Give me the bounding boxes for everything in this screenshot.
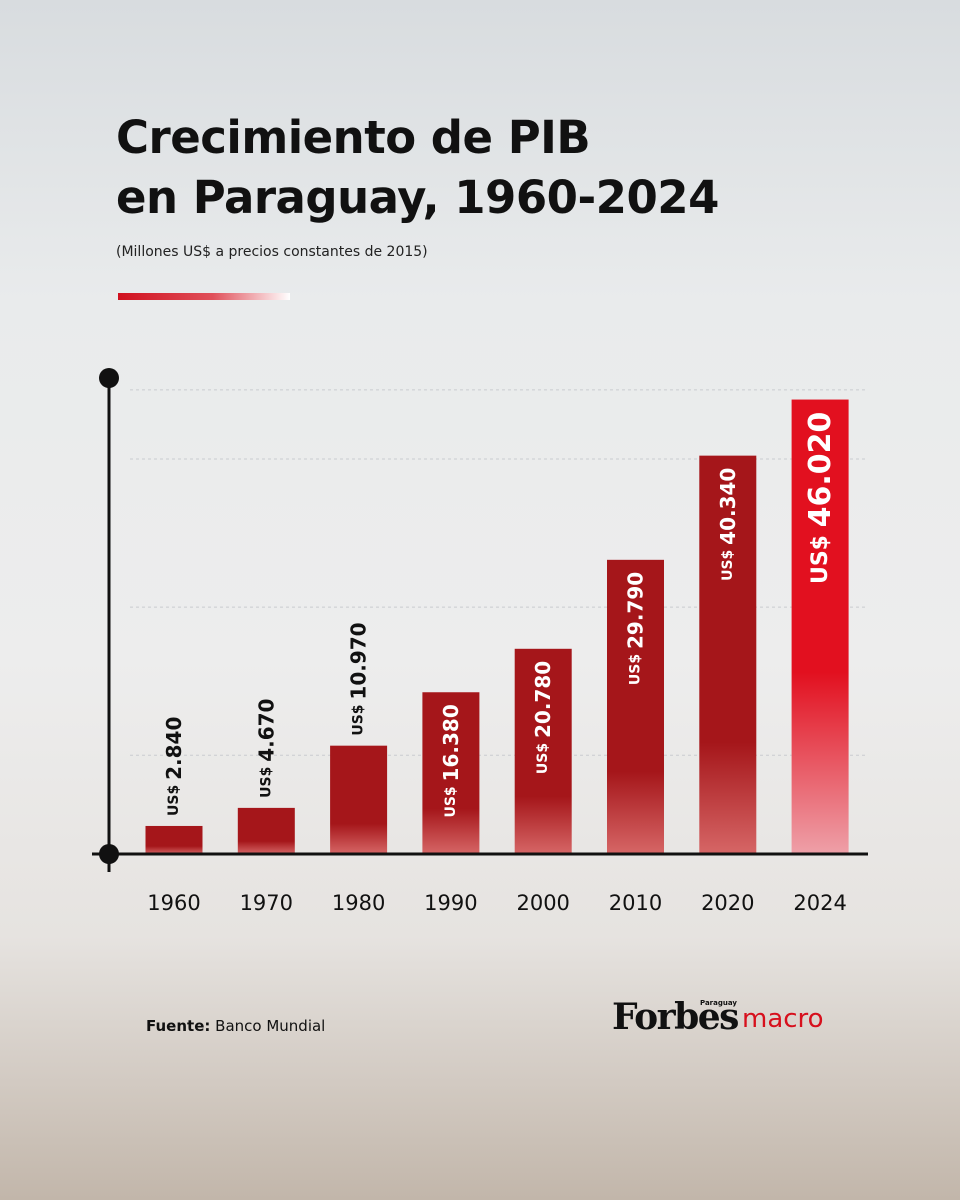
title-line-1: Crecimiento de PIB: [116, 111, 591, 164]
axis-origin-dot: [99, 844, 119, 864]
value-number: 16.380: [439, 704, 463, 781]
bar-1960: [145, 825, 203, 854]
value-number: 20.780: [531, 661, 555, 738]
value-prefix: US$: [535, 738, 551, 774]
chart-subtitle: (Millones US$ a precios constantes de 20…: [116, 244, 428, 260]
value-label-1960: US$ 2.840: [162, 717, 186, 816]
value-prefix: US$: [443, 781, 459, 817]
y-axis-top-dot: [99, 368, 119, 388]
value-label-2024: US$ 46.020: [803, 412, 838, 584]
x-tick-label-2024: 2024: [793, 891, 846, 915]
bar-2020: [699, 455, 757, 854]
value-number: 4.670: [254, 699, 278, 762]
bar-1970: [237, 807, 295, 854]
bar-2010: [607, 559, 664, 854]
x-tick-label-1980: 1980: [332, 891, 385, 915]
x-tick-label-2020: 2020: [701, 891, 754, 915]
x-tick-label-1970: 1970: [240, 891, 293, 915]
value-label-2020: US$ 40.340: [716, 468, 740, 581]
value-label-2010: US$ 29.790: [624, 572, 648, 685]
brand-name: Forbes: [612, 996, 739, 1038]
bar-2024: [791, 399, 849, 854]
value-label-1990: US$ 16.380: [439, 704, 463, 817]
x-tick-label-1990: 1990: [424, 891, 477, 915]
brand-product: macro: [742, 1004, 824, 1034]
bar-1980: [330, 745, 388, 854]
value-number: 46.020: [803, 412, 838, 528]
bar-2000: [514, 648, 572, 854]
value-number: 40.340: [716, 468, 740, 545]
value-prefix: US$: [166, 780, 182, 816]
chart-title: Crecimiento de PIB en Paraguay, 1960-202…: [116, 108, 876, 228]
value-prefix: US$: [628, 649, 644, 685]
value-prefix: US$: [351, 700, 367, 736]
value-number: 2.840: [162, 717, 186, 780]
source-note: Fuente: Banco Mundial: [146, 1017, 325, 1035]
brand-country: Paraguay: [700, 999, 737, 1007]
value-label-1970: US$ 4.670: [254, 699, 278, 798]
value-number: 10.970: [347, 622, 371, 699]
source-label: Fuente:: [146, 1017, 211, 1035]
source-value: Banco Mundial: [215, 1017, 326, 1035]
value-prefix: US$: [720, 545, 736, 581]
value-prefix: US$: [258, 762, 274, 798]
value-label-2000: US$ 20.780: [531, 661, 555, 774]
value-prefix: US$: [808, 527, 833, 584]
value-label-1980: US$ 10.970: [347, 622, 371, 735]
x-tick-label-2010: 2010: [609, 891, 662, 915]
title-line-2: en Paraguay, 1960-2024: [116, 171, 719, 224]
accent-line: [118, 293, 290, 300]
bar-1990: [422, 692, 480, 854]
x-tick-label-2000: 2000: [516, 891, 569, 915]
x-tick-label-1960: 1960: [147, 891, 200, 915]
value-number: 29.790: [624, 572, 648, 649]
